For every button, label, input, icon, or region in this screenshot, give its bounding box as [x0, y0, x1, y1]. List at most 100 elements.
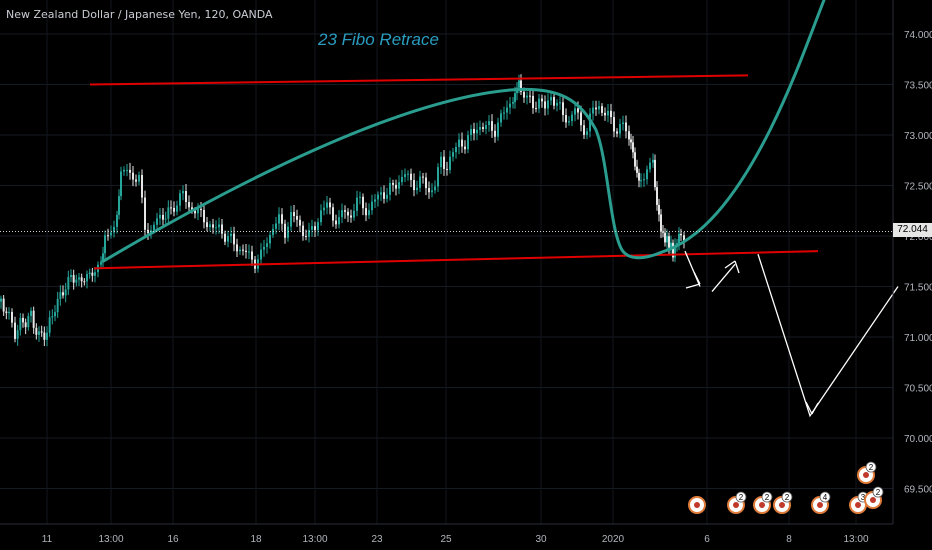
candle-body: [674, 245, 676, 258]
candle-body: [547, 100, 549, 109]
candle-body: [616, 131, 618, 134]
candle-body: [239, 249, 241, 252]
event-badge-count: 2: [785, 493, 790, 502]
candle-body: [601, 106, 603, 113]
candle-body: [419, 176, 421, 188]
arrow-head: [811, 402, 819, 415]
candle-body: [437, 167, 439, 187]
candle-body: [296, 216, 298, 220]
candle-body: [22, 317, 24, 323]
candle-body: [646, 169, 648, 180]
time-axis: 11 13:00 16 18 13:00 23 25 30 2020 6 8 13:00: [0, 523, 893, 545]
candle-body: [383, 192, 385, 199]
x-tick-label: 13:00: [98, 534, 123, 545]
candle-body: [485, 125, 487, 129]
candle-body: [263, 246, 265, 250]
candle-body: [476, 129, 478, 134]
candle-body: [571, 114, 573, 122]
candle-body: [287, 226, 289, 238]
candle-body: [329, 202, 331, 208]
candle-body: [518, 80, 520, 88]
candle-body: [86, 274, 88, 282]
candle-body: [230, 233, 232, 237]
candle-body: [610, 110, 612, 118]
candle-body: [595, 107, 597, 110]
candle-body: [526, 95, 528, 98]
candle-body: [668, 236, 670, 248]
candle-body: [500, 113, 502, 123]
event-badge-dot: [779, 502, 785, 508]
candle-body: [658, 204, 660, 215]
event-badge[interactable]: 2: [857, 461, 877, 484]
event-badge-dot: [759, 502, 765, 508]
candle-body: [577, 108, 579, 113]
event-badge-dot: [855, 502, 861, 508]
candle-body: [104, 235, 106, 254]
candle-body: [523, 91, 525, 98]
event-badge-count: 2: [869, 463, 874, 472]
candle-body: [113, 226, 115, 233]
candle-body: [179, 193, 181, 206]
candle-body: [173, 207, 175, 212]
candle-body: [64, 289, 67, 296]
x-tick-label: 18: [250, 534, 262, 545]
candle-body: [110, 232, 112, 236]
candle-body: [27, 315, 30, 328]
candle-body: [0, 298, 2, 302]
candle-body: [649, 162, 651, 170]
candle-body: [40, 331, 43, 333]
y-tick-label: 71.000: [904, 333, 932, 344]
candle-body: [652, 159, 654, 163]
candle-body: [281, 214, 283, 224]
event-badge[interactable]: 4: [811, 491, 831, 514]
candle-body: [129, 169, 131, 173]
candle-body: [464, 146, 466, 150]
candle-body: [410, 173, 412, 181]
event-badge[interactable]: 2: [864, 486, 884, 509]
candle-body: [218, 224, 220, 228]
arrow-head: [734, 260, 740, 274]
candle-body: [344, 210, 346, 212]
current-price-tag: 72.044: [893, 223, 932, 237]
candle-body: [59, 292, 62, 299]
candle-body: [32, 310, 35, 328]
candle-body: [509, 103, 511, 108]
candle-body: [356, 197, 358, 211]
candle-body: [353, 210, 355, 218]
candle-body: [51, 316, 54, 318]
candle-body: [332, 207, 334, 221]
candle-body: [362, 196, 364, 209]
arrow-head: [693, 271, 701, 285]
candle-body: [654, 159, 656, 188]
candle-body: [191, 207, 193, 211]
arrow-head: [805, 401, 813, 415]
candle-body: [630, 139, 632, 143]
x-tick-label: 6: [704, 534, 710, 545]
candle-body: [144, 197, 146, 230]
candle-body: [233, 233, 235, 245]
candle-body: [284, 223, 286, 238]
candle-body: [371, 201, 373, 211]
candle-body: [83, 281, 86, 283]
x-tick-label: 8: [786, 534, 792, 545]
candle-body: [488, 121, 490, 126]
event-badge[interactable]: 2: [753, 491, 773, 514]
candle-body: [683, 235, 685, 242]
candle-body: [176, 205, 178, 212]
candle-body: [544, 101, 546, 109]
candle-body: [16, 330, 19, 339]
arrow-head: [685, 283, 701, 289]
candle-body: [416, 187, 418, 191]
event-badge[interactable]: 2: [773, 491, 793, 514]
event-badge[interactable]: 2: [727, 491, 747, 514]
candle-body: [461, 139, 463, 147]
candle-body: [386, 194, 388, 199]
projection-arrow: [684, 250, 701, 287]
candle-body: [224, 233, 226, 242]
arrow-head: [724, 260, 736, 269]
event-badge[interactable]: [688, 496, 706, 514]
event-badge-count-bg: [735, 491, 747, 503]
candle-body: [341, 210, 343, 218]
candle-body: [680, 233, 682, 236]
